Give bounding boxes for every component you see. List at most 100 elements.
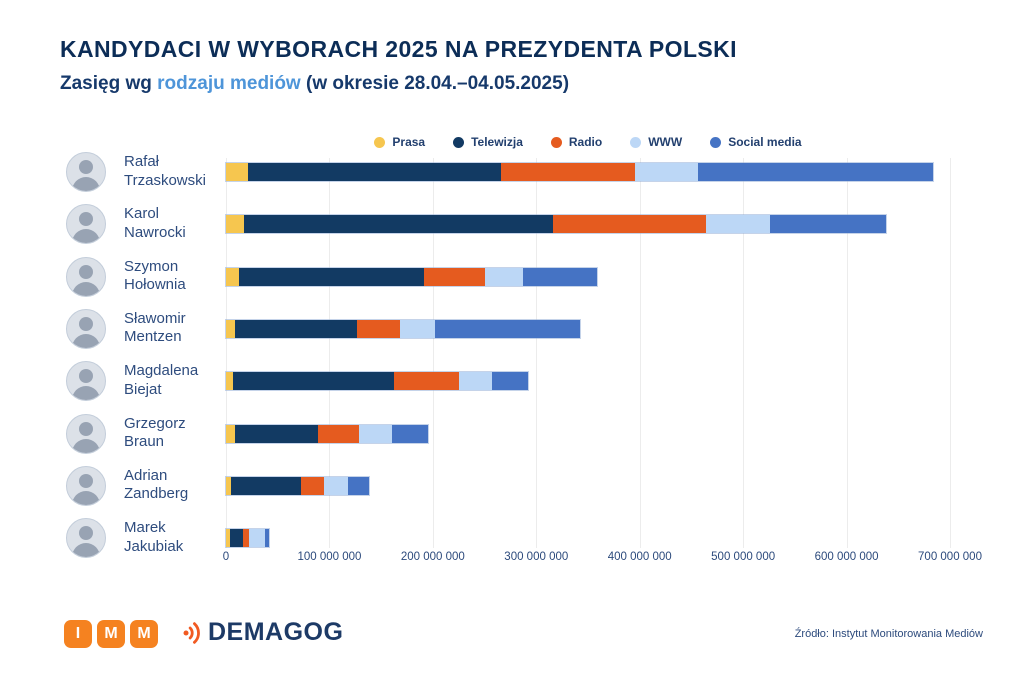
legend-item-radio: Radio <box>550 135 602 149</box>
bar-segment-prasa <box>226 372 234 391</box>
person-silhouette-icon <box>72 160 100 191</box>
legend-dot <box>630 136 642 148</box>
bar-segment-social-media <box>434 319 580 338</box>
avatar <box>66 204 106 245</box>
page-title: KANDYDACI W WYBORACH 2025 NA PREZYDENTA … <box>60 36 737 62</box>
bar-segment-telewizja <box>239 267 424 286</box>
bar-segment-telewizja <box>247 163 502 181</box>
x-axis-tick-label: 300 000 000 <box>504 551 569 563</box>
x-axis-tick-label: 700 000 000 <box>918 551 982 563</box>
bar-segment-prasa <box>226 529 231 548</box>
gridline <box>536 158 538 548</box>
bar-segment-radio <box>423 267 485 286</box>
bar-segment-radio <box>393 372 459 391</box>
bar-segment-telewizja <box>231 476 302 495</box>
candidate-name: Sławomir Mentzen <box>124 310 224 347</box>
legend-dot <box>374 136 386 148</box>
bar-segment-www <box>324 476 349 495</box>
stacked-bar-chart: 0 100 000 000 200 000 000 300 000 000 400 00… <box>0 152 1024 585</box>
bar-segment-www <box>458 372 492 391</box>
avatar <box>66 518 106 559</box>
gridline <box>950 158 951 548</box>
bar-segment-social-media <box>348 476 369 495</box>
bar-segment-prasa <box>226 319 236 338</box>
person-silhouette-icon <box>72 526 100 558</box>
bar-segment-social-media <box>491 372 528 391</box>
candidate-name-line: Hołownia <box>124 276 186 294</box>
person-silhouette-icon <box>72 421 100 453</box>
gridline <box>226 158 227 548</box>
bar-segment-radio <box>501 163 635 181</box>
person-silhouette-icon <box>72 264 100 296</box>
x-axis-tick-label: 200 000 000 <box>400 551 465 563</box>
candidate-name: Magdalena Biejat <box>124 362 224 399</box>
legend-item-www: WWW <box>630 135 682 149</box>
candidate-name-line: Grzegorz <box>124 414 186 432</box>
legend-label: WWW <box>648 135 683 149</box>
source-text: Źródło: Instytut Monitorowania Mediów <box>794 628 983 640</box>
candidate-name: Karol Nawrocki <box>124 205 224 242</box>
candidate-name-line: Mentzen <box>124 328 182 346</box>
stacked-bar-adrian-zandberg <box>226 476 369 495</box>
person-silhouette-icon <box>72 369 100 401</box>
imm-logo-square: I <box>64 620 92 648</box>
bar-segment-prasa <box>226 215 244 234</box>
subtitle-suffix: (w okresie 28.04.–04.05.2025) <box>300 73 570 94</box>
gridline <box>432 158 434 548</box>
bar-segment-telewizja <box>235 319 358 338</box>
bar-segment-prasa <box>226 267 240 286</box>
imm-logo-square: M <box>130 620 158 648</box>
bar-segment-www <box>248 529 266 548</box>
subtitle-highlight: rodzaju mediów <box>157 73 301 94</box>
candidate-name: Szymon Hołownia <box>124 258 224 295</box>
avatar <box>66 256 106 297</box>
candidate-name-line: Magdalena <box>124 362 199 380</box>
x-axis-tick-label: 500 000 000 <box>711 551 776 563</box>
avatar <box>66 152 106 192</box>
candidate-name: Marek Jakubiak <box>124 519 224 556</box>
bar-segment-social-media <box>697 163 934 181</box>
x-axis-tick-label: 600 000 000 <box>814 551 879 563</box>
legend-dot <box>550 136 562 148</box>
bar-segment-prasa <box>226 424 236 443</box>
stacked-bar-magdalena-biejat <box>226 372 528 391</box>
candidate-name-line: Szymon <box>124 257 179 275</box>
candidate-name-line: Nawrocki <box>124 223 186 241</box>
x-axis-tick-label: 400 000 000 <box>607 551 672 563</box>
bar-segment-telewizja <box>235 424 319 443</box>
candidate-name-line: Karol <box>124 205 160 223</box>
candidate-name-line: Trzaskowski <box>124 171 206 189</box>
gridline <box>846 158 848 548</box>
stacked-bar-marek-jakubiak <box>226 529 270 548</box>
subtitle-prefix: Zasięg wg <box>60 73 158 94</box>
bar-segment-www <box>399 319 435 338</box>
legend-item-prasa: Prasa <box>374 135 425 149</box>
candidate-name-line: Adrian <box>124 466 168 484</box>
avatar <box>66 465 106 506</box>
stacked-bar-karol-nawrocki <box>226 215 886 234</box>
candidate-name-line: Biejat <box>124 380 162 398</box>
bar-segment-prasa <box>226 163 248 181</box>
gridline <box>639 158 641 548</box>
bar-segment-social-media <box>392 424 428 443</box>
candidate-name-line: Rafał <box>124 153 160 170</box>
x-axis-tick-label: 100 000 000 <box>297 551 362 563</box>
gridline <box>743 158 745 548</box>
bar-segment-www <box>484 267 523 286</box>
bar-segment-social-media <box>522 267 598 286</box>
gridline <box>329 158 331 548</box>
legend-dot <box>453 136 465 148</box>
imm-logo-square: M <box>97 620 125 648</box>
legend-label: Telewizja <box>471 135 523 149</box>
legend-dot <box>710 136 722 148</box>
candidate-name: Rafał Trzaskowski <box>124 153 224 190</box>
bar-segment-www <box>359 424 393 443</box>
sound-wave-icon <box>183 621 200 644</box>
candidate-name-line: Zandberg <box>124 485 189 503</box>
stacked-bar-sławomir-mentzen <box>226 319 580 338</box>
person-silhouette-icon <box>72 316 100 348</box>
legend-label: Social media <box>728 135 802 149</box>
